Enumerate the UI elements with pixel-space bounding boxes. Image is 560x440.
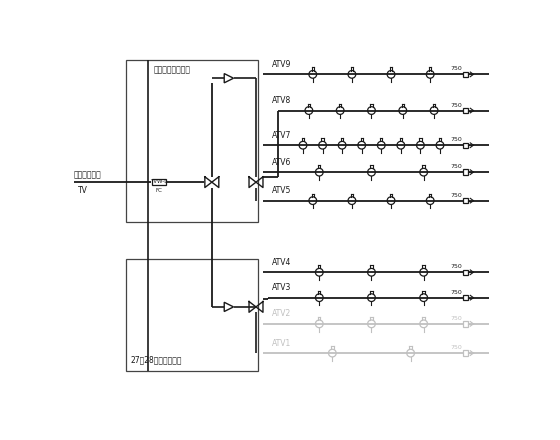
Text: 750: 750 [450,193,462,198]
Bar [463,350,468,356]
Text: ATV9: ATV9 [272,60,291,69]
Bar [152,179,166,185]
Bar [463,143,468,148]
Text: ATV7: ATV7 [272,131,291,140]
Text: ATV5: ATV5 [272,186,291,195]
Bar [463,108,468,113]
Text: 750: 750 [450,264,462,269]
Text: TVW-L: TVW-L [151,179,168,184]
Text: 27～28参一层楼电视: 27～28参一层楼电视 [130,356,182,365]
Text: 有线电视进线: 有线电视进线 [74,170,101,179]
Bar [463,270,468,275]
Bar [463,295,468,301]
Text: ATV3: ATV3 [272,283,291,292]
Bar [126,259,258,371]
Bar [126,60,258,222]
Bar [463,72,468,77]
Text: 750: 750 [450,137,462,142]
Text: 750: 750 [450,290,462,295]
Text: 750: 750 [450,66,462,71]
Text: ATV4: ATV4 [272,258,291,267]
Text: 750: 750 [450,164,462,169]
Text: 千线分配放大器室: 千线分配放大器室 [153,65,190,74]
Text: TV: TV [78,186,87,195]
Text: 750: 750 [450,103,462,108]
Bar [463,198,468,203]
Text: ATV6: ATV6 [272,158,291,167]
Text: FC: FC [156,187,162,193]
Bar [463,321,468,326]
Text: ATV8: ATV8 [272,96,291,105]
Bar [463,169,468,175]
Text: ATV1: ATV1 [272,339,291,348]
Text: 750: 750 [450,345,462,350]
Text: ATV2: ATV2 [272,309,291,319]
Text: 750: 750 [450,316,462,321]
